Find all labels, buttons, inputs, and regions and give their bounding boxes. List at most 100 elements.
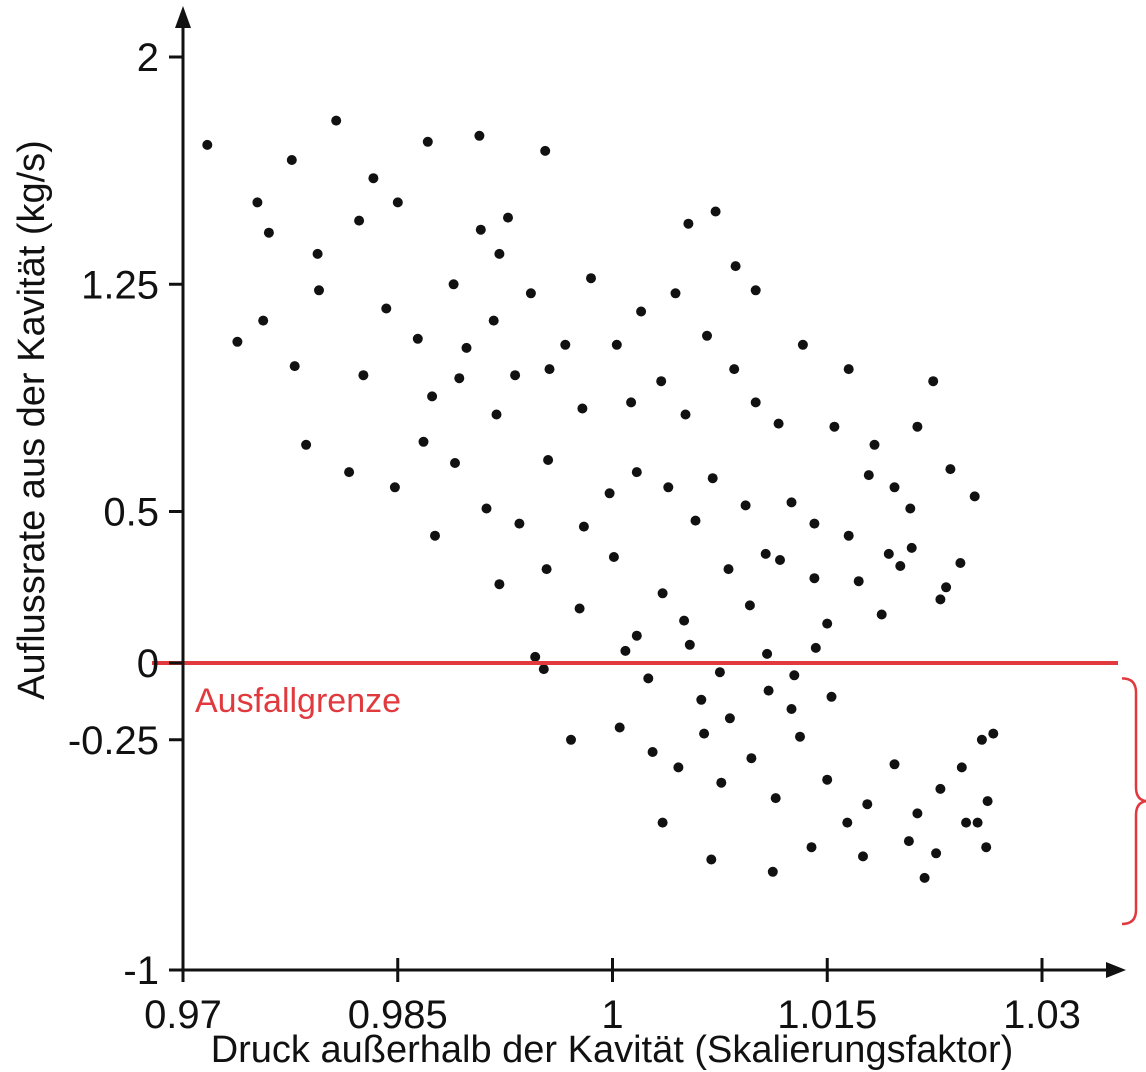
data-point bbox=[829, 421, 840, 432]
data-point bbox=[789, 670, 800, 681]
y-tick-label: 2 bbox=[137, 36, 159, 80]
data-point bbox=[670, 288, 681, 299]
data-point bbox=[707, 473, 718, 484]
data-point bbox=[810, 642, 821, 653]
x-axis-title: Druck außerhalb der Kavität (Skalierungs… bbox=[211, 1029, 1014, 1071]
data-point bbox=[763, 685, 774, 696]
data-point bbox=[491, 409, 502, 420]
axes-layer: 0.97 0.985 1 1.015 1.03 -1 -0.25 0 0.5 1.25 2 bbox=[68, 6, 1126, 1037]
data-point bbox=[876, 609, 887, 620]
data-point bbox=[858, 851, 868, 862]
data-point bbox=[673, 762, 684, 773]
points-layer bbox=[202, 115, 999, 883]
data-point bbox=[750, 285, 761, 296]
data-point bbox=[631, 630, 642, 641]
data-point bbox=[770, 793, 781, 804]
data-point bbox=[389, 482, 400, 493]
data-point bbox=[889, 482, 900, 493]
y-tick-label: 0 bbox=[137, 642, 159, 686]
data-point bbox=[475, 224, 486, 235]
data-point bbox=[312, 248, 323, 259]
data-point bbox=[578, 521, 589, 532]
data-point bbox=[525, 288, 536, 299]
data-point bbox=[430, 530, 440, 541]
data-point bbox=[903, 836, 914, 847]
data-point bbox=[863, 470, 874, 481]
y-tick-label: 1.25 bbox=[81, 263, 159, 307]
data-point bbox=[762, 648, 773, 659]
data-point bbox=[656, 376, 667, 387]
data-point bbox=[955, 558, 966, 568]
data-point bbox=[912, 421, 923, 432]
threshold-label: Ausfallgrenze bbox=[195, 682, 401, 720]
data-point bbox=[289, 361, 300, 372]
data-point bbox=[494, 248, 505, 259]
data-point bbox=[354, 215, 365, 226]
data-point bbox=[252, 197, 263, 208]
data-point bbox=[961, 817, 972, 828]
data-point bbox=[883, 548, 894, 559]
data-point bbox=[684, 639, 695, 650]
data-point bbox=[286, 155, 297, 165]
data-point bbox=[604, 488, 615, 499]
data-point bbox=[710, 206, 721, 217]
data-point bbox=[643, 673, 654, 684]
data-point bbox=[889, 759, 900, 770]
y-ticks: -1 -0.25 0 0.5 1.25 2 bbox=[68, 36, 183, 993]
data-point bbox=[448, 279, 459, 290]
data-point bbox=[842, 817, 853, 828]
y-axis-title: Auflussrate aus der Kavität (kg/s) bbox=[11, 140, 53, 700]
data-point bbox=[461, 342, 472, 353]
data-point bbox=[503, 212, 513, 223]
data-point bbox=[314, 285, 324, 296]
failure-bracket bbox=[1121, 677, 1146, 926]
data-point bbox=[699, 728, 710, 739]
data-point bbox=[541, 564, 552, 575]
data-point bbox=[450, 458, 460, 468]
data-point bbox=[344, 467, 355, 478]
data-point bbox=[919, 872, 930, 883]
data-point bbox=[538, 664, 549, 675]
data-point bbox=[714, 667, 725, 678]
data-point bbox=[301, 439, 312, 450]
data-point bbox=[680, 409, 691, 420]
data-point bbox=[626, 397, 637, 408]
x-tick-label: 0.985 bbox=[348, 993, 448, 1037]
data-point bbox=[822, 774, 833, 785]
data-point bbox=[822, 618, 833, 629]
data-point bbox=[775, 555, 785, 565]
data-point bbox=[422, 136, 433, 147]
data-point bbox=[574, 603, 585, 614]
data-point bbox=[935, 594, 946, 605]
y-tick-label: -0.25 bbox=[68, 719, 159, 763]
data-point bbox=[988, 728, 999, 739]
data-point bbox=[454, 373, 465, 384]
x-tick-label: 0.97 bbox=[144, 993, 222, 1037]
threshold-layer: Ausfallgrenze bbox=[152, 661, 1146, 926]
data-point bbox=[232, 336, 243, 347]
data-point bbox=[263, 227, 274, 238]
data-point bbox=[843, 364, 854, 375]
data-point bbox=[543, 455, 554, 465]
data-point bbox=[412, 333, 423, 344]
data-point bbox=[843, 530, 854, 541]
data-point bbox=[530, 651, 541, 662]
data-point bbox=[540, 145, 551, 156]
data-point bbox=[620, 645, 631, 656]
data-point bbox=[696, 694, 707, 705]
data-point bbox=[730, 261, 741, 272]
data-point bbox=[760, 548, 771, 559]
data-point bbox=[481, 503, 492, 514]
data-point bbox=[418, 436, 429, 447]
data-point bbox=[744, 600, 755, 611]
data-point bbox=[956, 762, 967, 773]
data-point bbox=[724, 713, 735, 724]
data-point bbox=[912, 808, 923, 819]
data-point bbox=[510, 370, 521, 381]
data-point bbox=[544, 364, 555, 375]
data-point bbox=[795, 731, 805, 742]
data-point bbox=[614, 722, 625, 733]
data-point bbox=[797, 339, 808, 350]
y-tick-label: -1 bbox=[123, 949, 159, 993]
